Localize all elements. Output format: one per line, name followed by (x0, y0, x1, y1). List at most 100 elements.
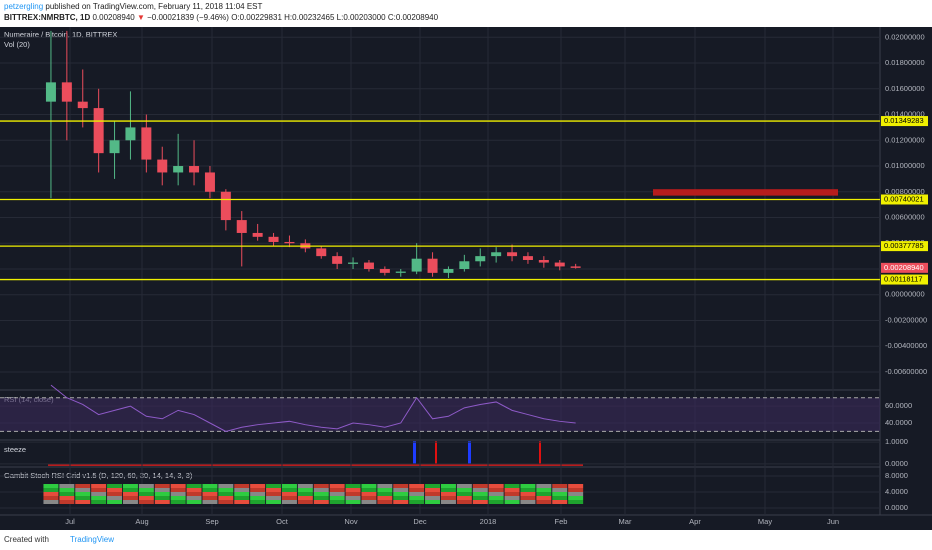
candle-body (411, 258, 422, 272)
y-tick-label: 0.00000000 (885, 290, 925, 299)
grid-cell (345, 496, 361, 500)
candle-body (268, 236, 279, 242)
grid-cell (234, 496, 250, 500)
grid-cell (43, 492, 59, 496)
grid-cell (504, 500, 520, 504)
y-tick-label: 40.0000 (885, 418, 912, 427)
grid-cell (329, 496, 345, 500)
grid-cell (138, 492, 154, 496)
grid-cell (297, 484, 313, 488)
grid-cell (297, 488, 313, 492)
brand[interactable]: TradingView (70, 535, 115, 544)
grid-cell (266, 496, 282, 500)
grid-cell (329, 492, 345, 496)
grid-cell (170, 496, 186, 500)
grid-cell (202, 488, 218, 492)
grid-cell (218, 500, 234, 504)
grid-cell (377, 496, 393, 500)
grid-cell (520, 484, 536, 488)
grid-cell (266, 500, 282, 504)
candle-body (204, 172, 215, 192)
y-tick-label: 0.00800000 (885, 187, 925, 196)
grid-cell (59, 488, 75, 492)
grid-cell (91, 496, 107, 500)
y-tick-label: 60.0000 (885, 401, 912, 410)
grid-cell (568, 496, 584, 500)
grid-cell (520, 496, 536, 500)
grid-cell (552, 488, 568, 492)
grid-cell (329, 484, 345, 488)
y-tick-label: 0.01600000 (885, 84, 925, 93)
y-tick-label: 0.00600000 (885, 212, 925, 221)
x-tick-label: Nov (344, 517, 358, 526)
candle-body (236, 220, 247, 233)
y-tick-label: 4.0000 (885, 487, 908, 496)
grid-cell (202, 484, 218, 488)
grid-cell (472, 484, 488, 488)
grid-cell (91, 500, 107, 504)
grid-cell (281, 488, 297, 492)
grid-cell (59, 500, 75, 504)
grid-cell (520, 488, 536, 492)
steeze-spike (413, 441, 416, 465)
chart: Numeraire / Bitcoin, 1D, BITTREX Vol (20… (0, 27, 932, 530)
x-tick-label: 2018 (480, 517, 497, 526)
grid-cell (186, 496, 202, 500)
grid-cell (154, 484, 170, 488)
grid-cell (75, 500, 91, 504)
grid-cell (250, 500, 266, 504)
y-tick-label: 0.01200000 (885, 135, 925, 144)
grid-cell (504, 484, 520, 488)
candle-body (157, 159, 168, 173)
grid-cell (568, 484, 584, 488)
background (0, 27, 932, 530)
author[interactable]: petzergling (4, 2, 44, 11)
y-tick-label: 0.01000000 (885, 161, 925, 170)
arrow: ▼ (136, 13, 145, 22)
grid-cell (425, 484, 441, 488)
grid-cell (313, 492, 329, 496)
created-with: Created with (4, 535, 49, 544)
grid-cell (234, 500, 250, 504)
grid-cell (472, 500, 488, 504)
grid-cell (456, 488, 472, 492)
y-tick-label: -0.00600000 (885, 367, 927, 376)
grid-cell (393, 488, 409, 492)
grid-cell (552, 496, 568, 500)
grid-cell (59, 484, 75, 488)
grid-cell (170, 500, 186, 504)
close: C:0.00208940 (387, 13, 439, 22)
candle-body (475, 256, 486, 262)
grid-cell (186, 488, 202, 492)
price-title: Numeraire / Bitcoin, 1D, BITTREX (4, 30, 117, 39)
x-tick-label: Jun (827, 517, 839, 526)
grid-cell (75, 496, 91, 500)
grid-cell (504, 492, 520, 496)
grid-cell (472, 492, 488, 496)
grid-cell (43, 496, 59, 500)
grid-cell (281, 492, 297, 496)
grid-cell (456, 496, 472, 500)
grid-cell (138, 484, 154, 488)
x-tick-label: Feb (555, 517, 568, 526)
change: −0.00021839 (−9.46%) (147, 13, 229, 22)
grid-cell (313, 484, 329, 488)
grid-cell (440, 488, 456, 492)
x-tick-label: Aug (135, 517, 148, 526)
candle-body (45, 82, 56, 102)
level-tag (881, 194, 928, 205)
high: H:0.00232465 (284, 13, 335, 22)
y-tick-label: 0.0000 (885, 503, 908, 512)
x-tick-label: Dec (413, 517, 427, 526)
level-tag (881, 274, 928, 285)
grid-cell (234, 492, 250, 496)
grid-cell (488, 492, 504, 496)
grid-cell (504, 488, 520, 492)
y-tick-label: 0.0000 (885, 459, 908, 468)
grid-cell (43, 484, 59, 488)
candle-body (507, 252, 518, 257)
grid-cell (409, 484, 425, 488)
x-tick-label: May (758, 517, 772, 526)
grid-cell (568, 488, 584, 492)
grid-cell (425, 488, 441, 492)
